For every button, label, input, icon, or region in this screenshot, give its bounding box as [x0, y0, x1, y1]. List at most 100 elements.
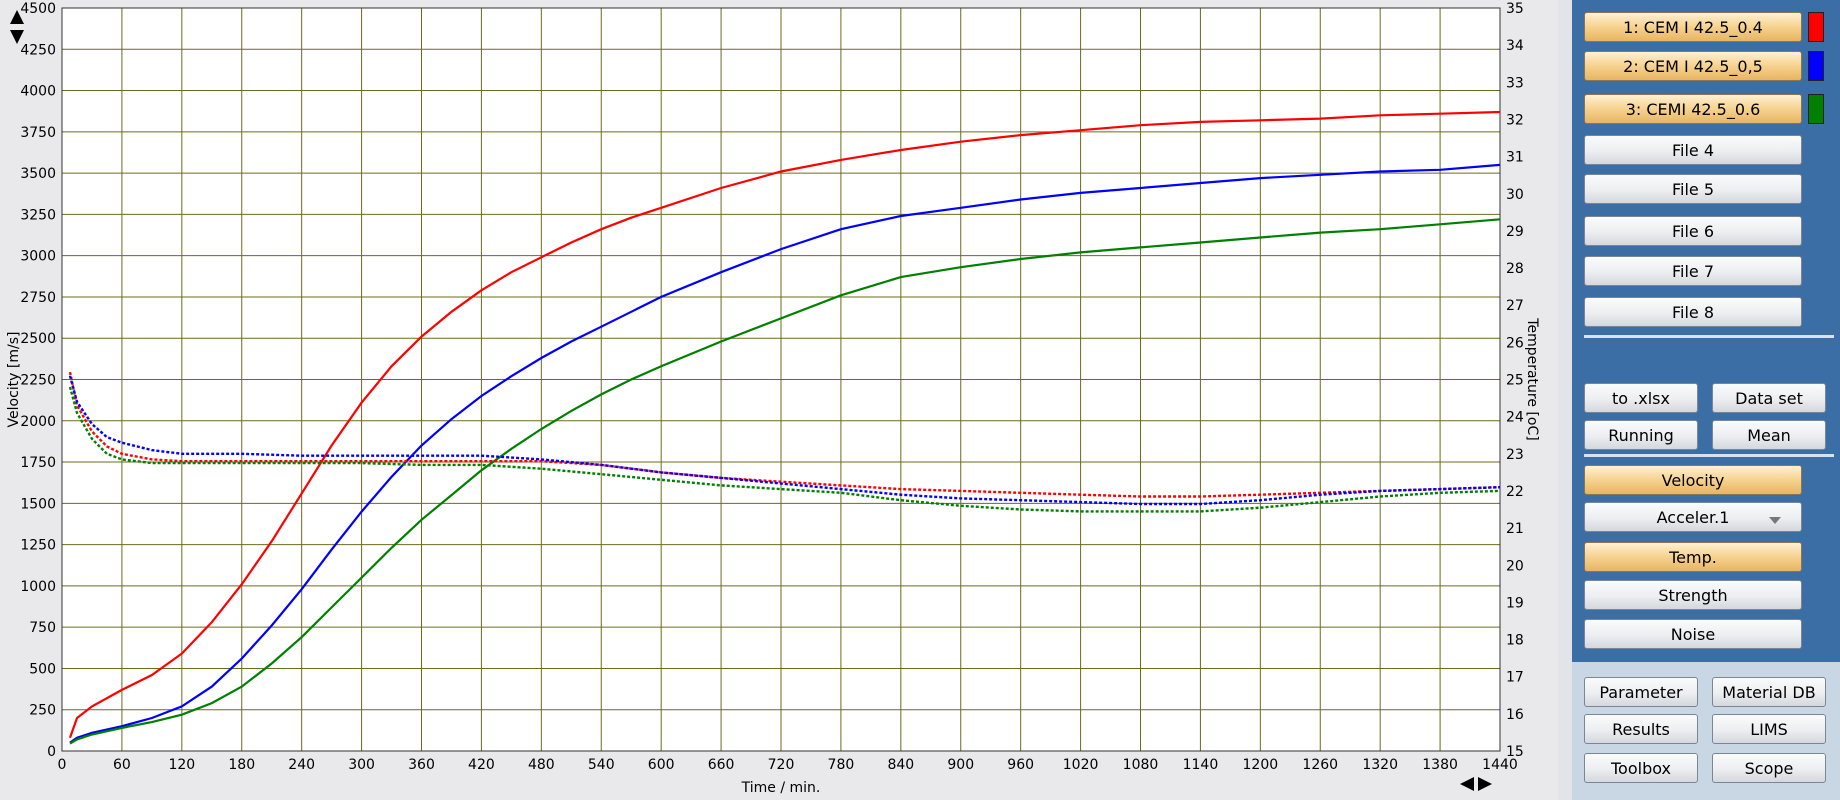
x-tick-label: 360: [408, 757, 435, 773]
acceleration-dropdown[interactable]: Acceler.1: [1584, 502, 1802, 532]
file-button-1-label: 1: CEM I 42.5_0.4: [1623, 17, 1763, 37]
file-button-7[interactable]: File 7: [1584, 256, 1802, 286]
x-tick-label: 720: [768, 757, 795, 773]
running-label: Running: [1608, 425, 1674, 445]
y-tick-label: 2750: [20, 290, 56, 306]
y-tick-label: 1500: [20, 496, 56, 512]
x-tick-label: 1140: [1183, 757, 1219, 773]
file-button-2[interactable]: 2: CEM I 42.5_0,5: [1584, 51, 1802, 81]
y-tick-label: 1250: [20, 538, 56, 554]
panel-separator: [1584, 454, 1834, 457]
strength-button[interactable]: Strength: [1584, 580, 1802, 610]
x-tick-label: 240: [288, 757, 315, 773]
y2-tick-label: 33: [1506, 75, 1524, 91]
x-tick-label: 420: [468, 757, 495, 773]
file-button-6[interactable]: File 6: [1584, 216, 1802, 246]
y2-tick-label: 28: [1506, 261, 1524, 277]
temp-label: Temp.: [1669, 547, 1717, 567]
file-2-color-swatch[interactable]: [1808, 51, 1824, 81]
y2-tick-label: 20: [1506, 558, 1524, 574]
x-tick-label: 60: [113, 757, 131, 773]
temp-button[interactable]: Temp.: [1584, 542, 1802, 572]
material-db-label: Material DB: [1722, 682, 1816, 702]
panel-tools-section: Parameter Material DB Results LIMS Toolb…: [1572, 662, 1840, 800]
x-tick-label: 660: [708, 757, 735, 773]
file-button-3[interactable]: 3: CEMI 42.5_0.6: [1584, 94, 1802, 124]
y2-tick-label: 18: [1506, 633, 1524, 649]
running-button[interactable]: Running: [1584, 420, 1698, 450]
velocity-label: Velocity: [1661, 470, 1725, 490]
scroll-up-icon[interactable]: [10, 10, 24, 24]
vertical-scroll-arrows[interactable]: [8, 10, 28, 46]
y2-tick-label: 29: [1506, 224, 1524, 240]
y-tick-label: 1750: [20, 455, 56, 471]
y-tick-label: 3000: [20, 249, 56, 265]
file-button-6-label: File 6: [1671, 221, 1715, 241]
y-tick-label: 4500: [20, 1, 56, 17]
y2-tick-label: 24: [1506, 410, 1524, 426]
toolbox-button[interactable]: Toolbox: [1584, 753, 1698, 783]
y-tick-label: 2000: [20, 414, 56, 430]
scroll-down-icon[interactable]: [10, 30, 24, 44]
y2-tick-label: 25: [1506, 373, 1524, 389]
y2-tick-label: 23: [1506, 447, 1524, 463]
x-tick-label: 1380: [1422, 757, 1458, 773]
mean-label: Mean: [1747, 425, 1791, 445]
to-xlsx-button[interactable]: to .xlsx: [1584, 383, 1698, 413]
lims-button[interactable]: LIMS: [1712, 714, 1826, 744]
chart-area: 0 60 120 180 240 300 360 420 480 540 600 660 720 780 8…: [6, 1, 1540, 796]
y2-tick-label: 21: [1506, 521, 1524, 537]
scope-button[interactable]: Scope: [1712, 753, 1826, 783]
y2-tick-label: 27: [1506, 298, 1524, 314]
x-tick-label: 1320: [1362, 757, 1398, 773]
strength-label: Strength: [1658, 585, 1728, 605]
lims-label: LIMS: [1750, 719, 1788, 739]
file-button-4[interactable]: File 4: [1584, 135, 1802, 165]
mean-button[interactable]: Mean: [1712, 420, 1826, 450]
y-tick-label: 3750: [20, 125, 56, 141]
panel-gap: [1558, 0, 1572, 800]
parameter-button[interactable]: Parameter: [1584, 677, 1698, 707]
scroll-right-icon[interactable]: [1478, 777, 1492, 791]
file-button-1[interactable]: 1: CEM I 42.5_0.4: [1584, 12, 1802, 42]
x-tick-label: 960: [1007, 757, 1034, 773]
y2-tick-label: 16: [1506, 707, 1524, 723]
material-db-button[interactable]: Material DB: [1712, 677, 1826, 707]
results-button[interactable]: Results: [1584, 714, 1698, 744]
velocity-series-line-3: [69, 218, 1501, 745]
y2-tick-label: 22: [1506, 484, 1524, 500]
file-button-4-label: File 4: [1671, 140, 1715, 160]
x-tick-label: 1020: [1063, 757, 1099, 773]
velocity-temperature-chart: 0 60 120 180 240 300 360 420 480 540 600 660 720 780 8…: [6, 1, 1540, 796]
file-button-8-label: File 8: [1671, 302, 1715, 322]
y-tick-label: 4250: [20, 42, 56, 58]
y2-tick-label: 35: [1506, 1, 1524, 17]
horizontal-scroll-arrows[interactable]: [1460, 773, 1498, 795]
file-button-5[interactable]: File 5: [1584, 174, 1802, 204]
noise-button[interactable]: Noise: [1584, 619, 1802, 649]
file-3-color-swatch[interactable]: [1808, 94, 1824, 124]
y-tick-label: 3500: [20, 166, 56, 182]
x-tick-label: 1260: [1302, 757, 1338, 773]
y2-axis-label: Temperature [oC]: [1524, 317, 1540, 440]
velocity-button[interactable]: Velocity: [1584, 465, 1802, 495]
x-tick-label: 540: [588, 757, 615, 773]
acceleration-label: Acceler.1: [1656, 507, 1730, 527]
file-button-7-label: File 7: [1671, 261, 1715, 281]
data-set-label: Data set: [1735, 388, 1803, 408]
x-tick-label: 1080: [1123, 757, 1159, 773]
x-tick-label: 900: [947, 757, 974, 773]
y-tick-label: 1000: [20, 579, 56, 595]
x-tick-label: 300: [348, 757, 375, 773]
y2-tick-label: 17: [1506, 670, 1524, 686]
y-tick-label: 0: [47, 744, 56, 760]
file-1-color-swatch[interactable]: [1808, 12, 1824, 42]
scroll-left-icon[interactable]: [1460, 777, 1474, 791]
x-tick-label: 1440: [1482, 757, 1518, 773]
x-tick-label: 780: [828, 757, 855, 773]
file-button-8[interactable]: File 8: [1584, 297, 1802, 327]
y2-tick-label: 34: [1506, 38, 1524, 54]
y-tick-label: 500: [29, 661, 56, 677]
data-set-button[interactable]: Data set: [1712, 383, 1826, 413]
velocity-series-line-1: [68, 110, 1501, 739]
